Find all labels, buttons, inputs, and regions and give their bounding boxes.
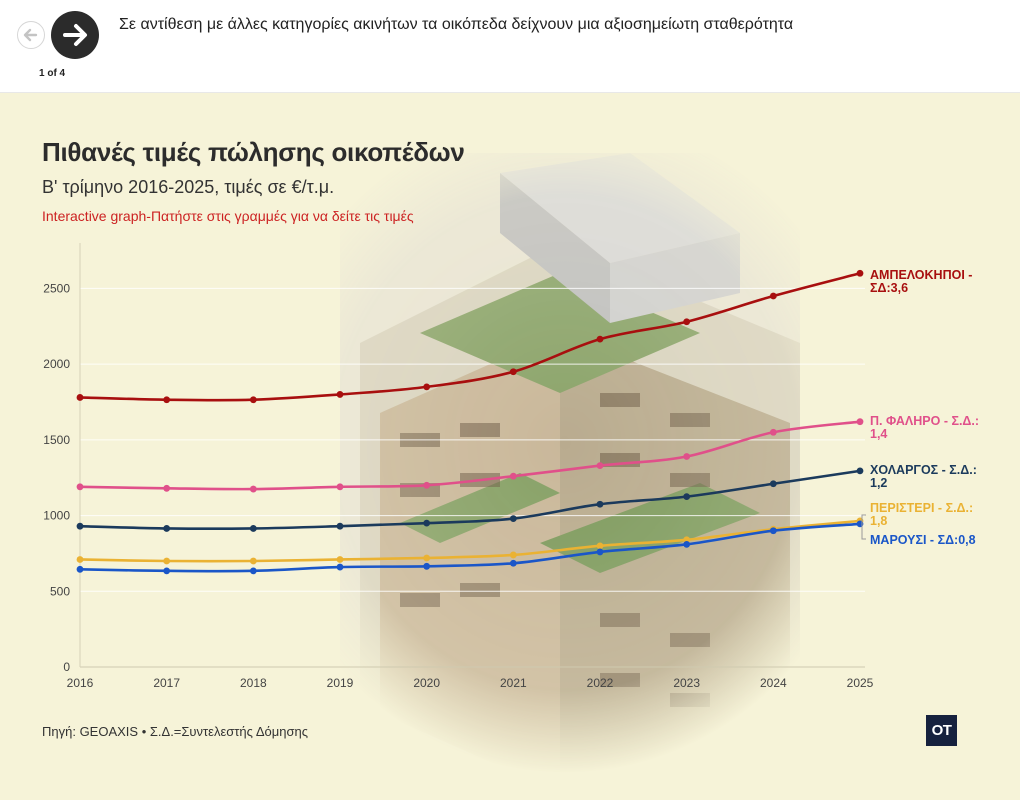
data-point[interactable] (596, 548, 604, 556)
arrow-right-icon (63, 24, 87, 46)
x-tick-label: 2025 (847, 676, 874, 690)
label-bracket (861, 514, 866, 540)
data-point[interactable] (596, 500, 604, 508)
series-line[interactable] (79, 519, 861, 563)
interactive-hint: Interactive graph-Πατήστε στις γραμμές γ… (42, 208, 414, 224)
data-point[interactable] (509, 472, 517, 480)
data-point[interactable] (76, 522, 84, 530)
top-bar: 1 of 4 Σε αντίθεση με άλλες κατηγορίες α… (0, 0, 1020, 93)
data-point[interactable] (163, 484, 171, 492)
series-end-label: 1,8 (870, 514, 887, 528)
slide-counter: 1 of 4 (39, 68, 66, 79)
chart-title: Πιθανές τιμές πώλησης οικοπέδων (42, 137, 465, 167)
arrow-left-icon (23, 28, 38, 42)
series-end-label: ΧΟΛΑΡΓΟΣ - Σ.Δ.: (870, 463, 977, 477)
data-point[interactable] (336, 522, 344, 530)
x-tick-label: 2020 (413, 676, 440, 690)
x-tick-label: 2022 (587, 676, 614, 690)
data-point[interactable] (509, 559, 517, 567)
series-end-label: ΣΔ:3,6 (870, 281, 908, 295)
x-tick-label: 2018 (240, 676, 267, 690)
data-point[interactable] (163, 396, 171, 404)
y-tick-label: 0 (63, 660, 70, 674)
data-point[interactable] (423, 562, 431, 570)
y-tick-label: 2000 (43, 357, 70, 371)
data-point[interactable] (163, 557, 171, 565)
series-line[interactable] (79, 420, 861, 491)
series-end-label: ΠΕΡΙΣΤΕΡΙ - Σ.Δ.: (870, 501, 973, 515)
x-tick-label: 2016 (67, 676, 94, 690)
data-point[interactable] (509, 515, 517, 522)
y-tick-label: 1500 (43, 433, 70, 447)
data-point[interactable] (163, 525, 171, 532)
data-point[interactable] (769, 527, 777, 535)
data-point[interactable] (769, 292, 777, 300)
data-point[interactable] (249, 557, 257, 565)
data-point[interactable] (769, 480, 777, 488)
data-point[interactable] (336, 391, 344, 398)
data-point[interactable] (856, 467, 864, 475)
data-point[interactable] (249, 485, 257, 493)
data-point[interactable] (423, 554, 431, 562)
previous-button[interactable] (17, 21, 45, 49)
data-point[interactable] (856, 418, 864, 426)
data-point[interactable] (336, 556, 344, 563)
data-point[interactable] (249, 396, 257, 404)
series-line[interactable] (79, 272, 861, 402)
series-end-label: 1,4 (870, 427, 887, 441)
infographic-card: Πιθανές τιμές πώλησης οικοπέδων Β' τρίμη… (0, 93, 1020, 800)
data-point[interactable] (249, 567, 257, 575)
y-tick-label: 1000 (43, 509, 70, 523)
data-point[interactable] (336, 563, 344, 571)
x-tick-label: 2021 (500, 676, 527, 690)
data-point[interactable] (76, 565, 84, 573)
line-chart[interactable]: 0 500 1000 1500 2000 2500 2016 2017 2018 2019 2020… (0, 93, 1020, 800)
data-point[interactable] (76, 483, 84, 491)
publisher-logo: ΟΤ (926, 715, 957, 746)
data-point[interactable] (76, 394, 84, 401)
data-point[interactable] (163, 567, 171, 575)
x-tick-label: 2023 (673, 676, 700, 690)
series-line[interactable] (79, 469, 861, 531)
series-end-label: 1,2 (870, 476, 887, 490)
data-point[interactable] (683, 540, 691, 548)
data-point[interactable] (683, 493, 691, 501)
slide-caption: Σε αντίθεση με άλλες κατηγορίες ακινήτων… (119, 16, 794, 33)
data-point[interactable] (856, 269, 864, 277)
data-point[interactable] (596, 542, 604, 550)
data-point[interactable] (769, 428, 777, 436)
next-button[interactable] (51, 11, 99, 59)
data-point[interactable] (509, 368, 517, 376)
y-tick-label: 2500 (43, 281, 70, 295)
data-point[interactable] (423, 383, 431, 391)
x-tick-label: 2019 (327, 676, 354, 690)
data-point[interactable] (76, 556, 84, 563)
data-point[interactable] (336, 483, 344, 491)
chart-subtitle: Β' τρίμηνο 2016-2025, τιμές σε €/τ.μ. (42, 177, 335, 197)
x-tick-label: 2024 (760, 676, 787, 690)
building-illustration (340, 153, 800, 793)
series-end-label: ΑΜΠΕΛΟΚΗΠΟΙ - (870, 268, 972, 282)
data-point[interactable] (509, 551, 517, 559)
data-point[interactable] (423, 519, 431, 527)
data-point[interactable] (596, 462, 604, 469)
series-line[interactable] (79, 522, 861, 573)
y-tick-label: 500 (50, 584, 70, 598)
data-point[interactable] (423, 481, 431, 489)
data-point[interactable] (683, 453, 691, 460)
series-end-label: ΜΑΡΟΥΣΙ - ΣΔ:0,8 (870, 533, 976, 547)
data-point[interactable] (596, 335, 604, 343)
x-tick-label: 2017 (153, 676, 180, 690)
data-point[interactable] (683, 318, 691, 326)
data-point[interactable] (249, 525, 257, 532)
series-end-label: Π. ΦΑΛΗΡΟ - Σ.Δ.: (870, 414, 979, 428)
source-note: Πηγή: GEOAXIS • Σ.Δ.=Συντελεστής Δόμησης (42, 724, 308, 739)
